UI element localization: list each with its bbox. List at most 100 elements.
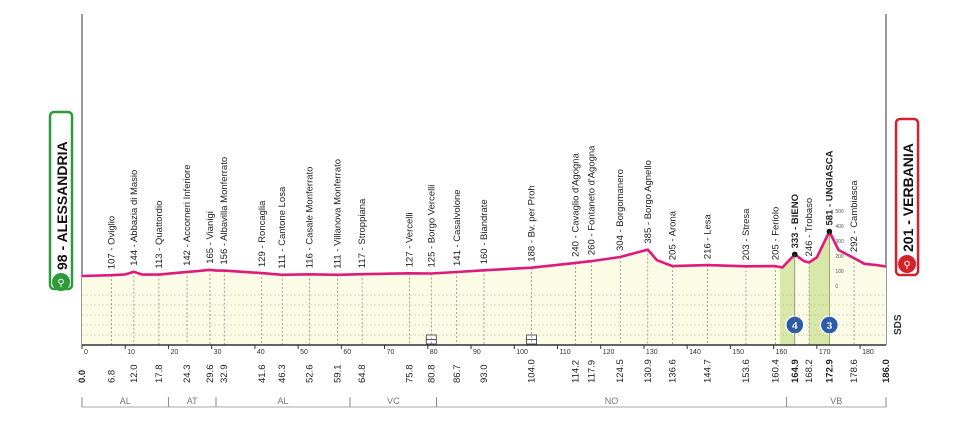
km-tick-label: 40 (257, 349, 265, 356)
town-label: 188 - Bv. per Proh (527, 185, 538, 261)
start-bike-icon (52, 273, 70, 291)
km-axis: 0 10 20 30 40 50 60 70 80 90 100 110 120 130 140 150 160… (77, 344, 892, 384)
town-label: 581 - UNGIASCA (824, 150, 835, 225)
km-tick-label: 30 (214, 349, 222, 356)
km-distance-label: 52.6 (304, 365, 315, 384)
km-distance-label: 104.0 (527, 359, 538, 383)
town-label: 304 - Borgomanero (615, 169, 626, 251)
town-label: 246 - Trobaso (804, 198, 815, 257)
finish-city-badge: 201 - VERBANIA ⚲ (894, 117, 920, 277)
km-distance-label: 59.1 (333, 365, 344, 384)
km-distance-label: 80.8 (426, 365, 437, 384)
town-label: 260 - Fontaneto d'Agogna (587, 145, 598, 255)
region-label: NO (605, 396, 619, 406)
finish-city-label: 201 - VERBANIA (900, 143, 916, 252)
km-distance-label: 46.3 (277, 365, 288, 384)
bike-glyph: ⚲ (903, 260, 910, 271)
km-distance-label: 64.8 (357, 365, 368, 384)
km-distance-label: 178.6 (849, 359, 860, 383)
km-distance-label: 24.3 (182, 365, 193, 384)
town-label: 107 - Oviglio (106, 216, 117, 269)
km-distance-label: 160.4 (770, 359, 781, 383)
town-label: 292 - Cambiasca (849, 180, 860, 253)
town-label: 127 - Vercelli (405, 212, 416, 267)
km-tick-label: 100 (516, 349, 528, 356)
profile-line-path (81, 230, 887, 278)
region-label: AL (120, 396, 131, 406)
town-label: 111 - Villanova Monferrato (333, 159, 344, 269)
city-badges: 98 - ALESSANDRIA ⚲ 201 - VERBANIA ⚲ SDS (48, 110, 920, 335)
town-label: 142 - Accorneri Inferiore (182, 165, 193, 266)
region-label: AL (277, 396, 288, 406)
town-labels: 107 - Oviglio 144 - Abbazia di Masio 113 -… (106, 145, 860, 345)
town-label: 205 - Feriolo (770, 207, 781, 260)
km-distance-label: 114.2 (571, 360, 582, 383)
bike-glyph: ⚲ (57, 278, 64, 289)
town-label: 111 - Cantone Losa (277, 186, 288, 269)
town-label: 333 - BIENO (790, 194, 801, 248)
km-distance-label: 164.9 (790, 359, 801, 383)
town-label: 144 - Abbazia di Masio (129, 170, 140, 266)
town-label: 141 - Casalvolone (452, 189, 463, 266)
km-distance-label: 17.8 (154, 365, 165, 384)
climb-scale-label: 0 (835, 284, 838, 290)
region-label: AT (187, 396, 198, 406)
town-label: 216 - Lesa (703, 213, 714, 259)
km-tick-label: 130 (646, 349, 658, 356)
km-tick-label: 10 (127, 349, 135, 356)
km-distance-label: 6.8 (106, 370, 117, 383)
town-label: 116 - Casale Monferrato (304, 167, 315, 269)
km-distance-label: 168.2 (804, 359, 815, 383)
town-label: 203 - Stresa (741, 208, 752, 260)
km-tick-label: 0 (84, 349, 88, 356)
climb-scale-label: 200 (835, 254, 844, 260)
km-distance-label: 75.8 (405, 365, 416, 384)
km-distance-label: 0.0 (77, 370, 88, 383)
km-distance-label: 124.5 (615, 359, 626, 383)
town-label: 117 - Stroppiana (357, 198, 368, 268)
km-tick-label: 160 (776, 349, 788, 356)
region-label: VB (830, 396, 842, 406)
km-tick-label: 140 (689, 349, 701, 356)
sponsor-mark: SDS (893, 314, 904, 335)
km-distance-label: 144.7 (703, 359, 714, 383)
km-tick-label: 170 (819, 349, 831, 356)
km-tick-label: 110 (559, 349, 570, 356)
town-label: 156 - Albavilla Monferrato (219, 157, 230, 265)
town-label: 240 - Cavaglio d'Agogna (571, 152, 582, 256)
start-city-badge: 98 - ALESSANDRIA ⚲ (48, 110, 74, 291)
km-distance-label: 130.9 (643, 359, 654, 383)
km-distance-label: 172.9 (824, 359, 835, 383)
km-tick-label: 60 (343, 349, 351, 356)
km-distance-label: 153.6 (741, 359, 752, 383)
km-distance-label: 29.6 (205, 365, 216, 384)
km-distance-label: 41.6 (257, 365, 268, 384)
km-tick-label: 180 (862, 349, 874, 356)
town-label: 113 - Quattordio (154, 201, 165, 269)
town-label: 205 - Arona (668, 210, 679, 260)
town-label: 165 - Vianigi (205, 211, 216, 264)
km-distance-label: 86.7 (452, 365, 463, 384)
km-distance-label: 186.0 (881, 359, 892, 383)
start-city-label: 98 - ALESSANDRIA (54, 141, 70, 270)
town-label: 129 - Roncaglia (257, 200, 268, 267)
km-tick-label: 150 (732, 349, 744, 356)
km-distance-label: 93.0 (479, 365, 490, 384)
km-tick-label: 80 (430, 349, 438, 356)
km-tick-label: 20 (170, 349, 178, 356)
km-distance-label: 12.0 (129, 365, 140, 384)
km-tick-label: 90 (473, 349, 481, 356)
town-label: 160 - Biandrate (479, 199, 490, 264)
finish-bike-icon (898, 255, 916, 273)
climb-scale-label: 300 (835, 239, 844, 245)
km-tick-label: 50 (300, 349, 308, 356)
town-label: 125 - Borgo Vercelli (426, 185, 437, 268)
town-label: 385 - Borgo Agnello (643, 160, 654, 243)
km-tick-label: 70 (387, 349, 395, 356)
km-distance-label: 32.9 (219, 365, 230, 384)
region-bar: AL AT AL VC NO VB (81, 396, 887, 408)
region-label: VC (387, 396, 400, 406)
km-distance-label: 117.9 (587, 360, 598, 383)
km-distance-label: 136.6 (668, 359, 679, 383)
